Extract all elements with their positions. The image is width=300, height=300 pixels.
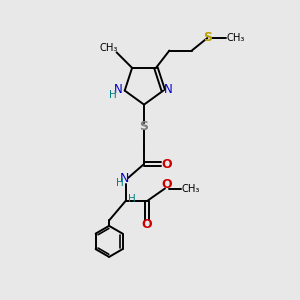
Text: H: H <box>110 90 117 100</box>
Text: N: N <box>164 83 173 97</box>
Text: S: S <box>140 120 148 133</box>
Text: N: N <box>114 83 122 97</box>
Text: O: O <box>161 178 172 191</box>
Text: S: S <box>203 31 212 44</box>
Text: H: H <box>116 178 124 188</box>
Text: CH₃: CH₃ <box>226 33 244 43</box>
Text: CH₃: CH₃ <box>99 43 117 53</box>
Text: H: H <box>128 194 136 204</box>
Text: CH₃: CH₃ <box>181 184 200 194</box>
Text: N: N <box>120 172 129 185</box>
Text: O: O <box>142 218 152 232</box>
Text: O: O <box>161 158 172 170</box>
